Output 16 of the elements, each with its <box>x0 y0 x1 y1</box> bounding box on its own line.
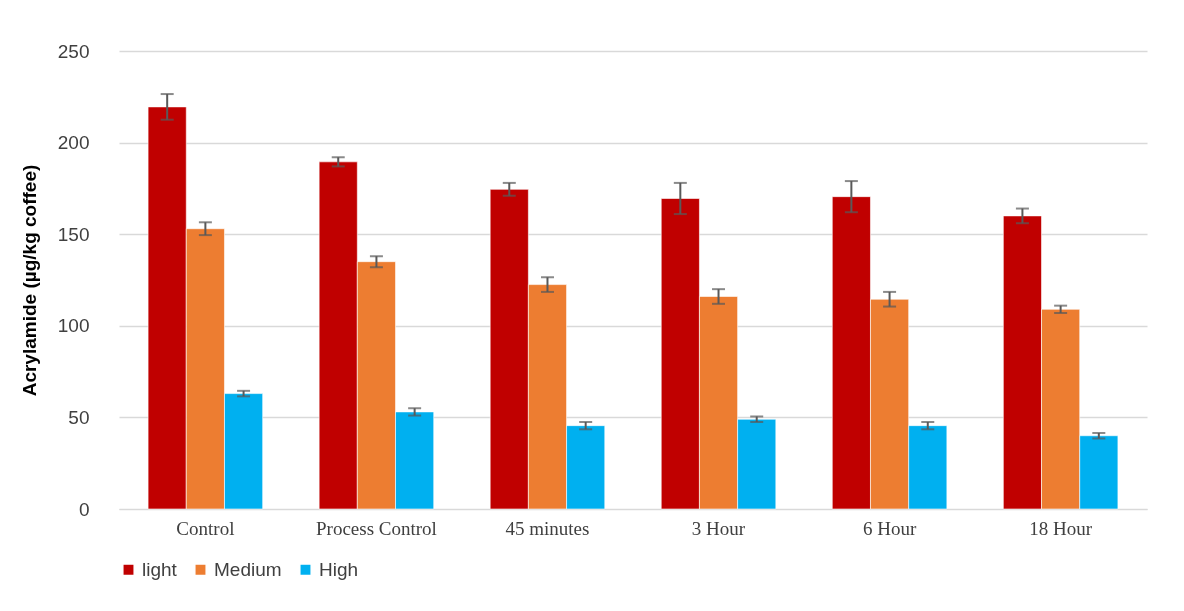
x-tick-label: Control <box>176 517 235 539</box>
legend-label: High <box>319 558 359 580</box>
y-tick-label: 250 <box>57 40 90 62</box>
legend-label: Medium <box>214 558 282 580</box>
x-tick-label: Process Control <box>316 517 437 539</box>
y-tick-label: 150 <box>57 223 90 245</box>
y-tick-label: 0 <box>78 498 90 520</box>
legend-label: light <box>142 558 178 580</box>
y-axis-title: Acrylamide (µg/kg coffee) <box>18 164 40 397</box>
y-tick-label: 200 <box>57 132 90 154</box>
y-tick-label: 50 <box>68 406 90 428</box>
x-tick-label: 18 Hour <box>1029 517 1093 539</box>
y-tick-label: 100 <box>57 315 90 337</box>
x-tick-label: 3 Hour <box>691 517 746 539</box>
x-tick-label: 45 minutes <box>505 517 590 539</box>
x-tick-label: 6 Hour <box>862 517 917 539</box>
